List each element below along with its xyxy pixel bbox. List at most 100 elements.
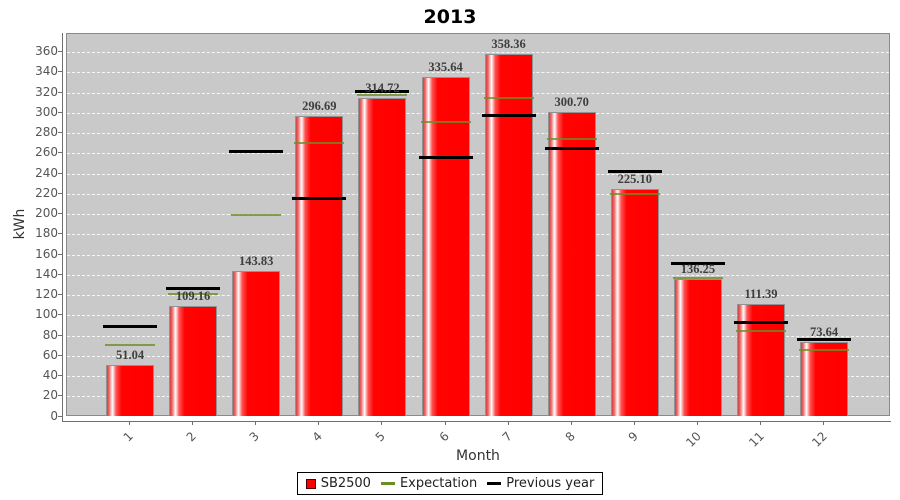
x-tick <box>823 421 825 425</box>
gridline <box>67 274 889 276</box>
y-tick <box>58 192 62 194</box>
gridline <box>67 335 889 337</box>
expectation-marker-month-3 <box>231 214 282 216</box>
bar-value-label-month-12: 73.64 <box>810 324 839 339</box>
bar-value-label-month-9: 225.10 <box>617 171 652 186</box>
gridline <box>67 315 889 317</box>
x-tick <box>318 421 320 425</box>
y-tick <box>58 314 62 316</box>
expectation-marker-month-4 <box>294 142 345 145</box>
y-tick-label-220: 220 <box>35 185 58 200</box>
legend-box: SB2500 Expectation Previous year <box>296 472 604 495</box>
y-tick-label-240: 240 <box>35 165 58 180</box>
y-tick <box>58 213 62 214</box>
y-tick <box>58 354 62 356</box>
previous-year-marker-month-3 <box>229 149 284 153</box>
bar-month-9 <box>610 188 659 416</box>
previous-year-marker-month-8 <box>544 146 599 150</box>
bar-month-10 <box>673 278 722 416</box>
gridline <box>67 112 889 114</box>
y-tick <box>58 152 62 154</box>
bar-value-label-month-4: 296.69 <box>302 99 337 114</box>
bar-value-label-month-2: 109.16 <box>175 288 211 303</box>
gridline <box>67 295 889 296</box>
gridline <box>67 133 889 134</box>
y-tick-label-300: 300 <box>35 104 58 119</box>
x-tick <box>129 421 130 425</box>
gridline <box>67 173 889 175</box>
bar-month-8 <box>547 112 596 416</box>
y-tick <box>58 253 62 255</box>
bar-value-label-month-11: 111.39 <box>744 286 778 301</box>
expectation-marker-month-8 <box>546 138 597 141</box>
y-tick-label-320: 320 <box>35 84 58 99</box>
gridline <box>67 214 889 215</box>
x-tick <box>760 421 761 425</box>
y-tick-label-280: 280 <box>35 125 58 139</box>
legend-label-sb2500: SB2500 <box>320 476 371 491</box>
y-tick-label-180: 180 <box>35 226 58 241</box>
gridline <box>67 234 889 236</box>
legend-label-previous-year: Previous year <box>506 476 595 491</box>
expectation-marker-month-12 <box>799 348 850 351</box>
expectation-marker-month-6 <box>420 120 471 123</box>
y-tick-label-40: 40 <box>42 368 58 382</box>
bar-month-2 <box>169 305 218 416</box>
x-tick <box>633 421 635 425</box>
y-tick-label-340: 340 <box>35 64 58 79</box>
expectation-marker-month-2 <box>168 292 219 295</box>
y-tick <box>58 294 62 295</box>
previous-year-marker-month-9 <box>607 169 662 173</box>
previous-year-marker-month-1 <box>103 324 157 328</box>
x-tick <box>381 421 383 425</box>
gridline <box>67 355 889 357</box>
previous-year-marker-month-2 <box>166 287 221 291</box>
y-tick-label-20: 20 <box>42 388 58 403</box>
bar-value-label-month-7: 358.36 <box>491 36 526 51</box>
y-tick <box>58 172 62 174</box>
x-axis-line <box>62 421 891 422</box>
x-tick <box>507 421 509 425</box>
previous-year-marker-month-12 <box>797 338 852 342</box>
bar-value-label-month-3: 143.83 <box>239 253 274 268</box>
y-tick <box>58 273 62 275</box>
y-tick <box>58 51 62 52</box>
x-tick <box>255 421 257 425</box>
legend: SB2500 Expectation Previous year <box>0 472 900 495</box>
y-tick <box>58 415 62 417</box>
bar-value-label-month-1: 51.04 <box>115 347 145 362</box>
y-tick <box>58 233 62 235</box>
previous-year-marker-month-4 <box>292 197 347 201</box>
bar-month-1 <box>106 364 154 416</box>
y-tick <box>58 111 62 113</box>
y-tick <box>58 132 62 133</box>
y-tick-label-200: 200 <box>35 206 58 220</box>
x-axis-title: Month <box>456 448 500 464</box>
bar-month-12 <box>800 341 849 416</box>
gridline <box>67 254 889 256</box>
x-tick <box>192 421 194 425</box>
bar-month-6 <box>421 76 470 416</box>
previous-year-marker-month-10 <box>670 262 725 266</box>
bar-value-label-month-6: 335.64 <box>428 59 463 74</box>
expectation-marker-month-1 <box>105 343 155 346</box>
y-tick-label-100: 100 <box>35 307 58 322</box>
y-tick <box>58 334 62 336</box>
gridline <box>67 92 889 94</box>
previous-year-marker-month-5 <box>355 89 410 93</box>
y-tick <box>58 395 62 397</box>
expectation-marker-month-5 <box>357 93 408 96</box>
y-tick-label-260: 260 <box>35 145 58 160</box>
previous-year-marker-month-11 <box>734 320 788 324</box>
y-tick-label-80: 80 <box>42 327 58 342</box>
plot-area: 51.04 109.16 143.83 296.69 314.72 335.64 358.3… <box>66 33 890 416</box>
gridline <box>67 376 889 377</box>
y-tick <box>58 375 62 376</box>
legend-item-sb2500: SB2500 <box>305 476 371 491</box>
expectation-marker-month-10 <box>672 276 723 279</box>
legend-item-expectation: Expectation <box>380 476 477 491</box>
expectation-marker-month-7 <box>483 96 534 99</box>
gridline <box>67 153 889 155</box>
x-tick <box>444 421 446 425</box>
